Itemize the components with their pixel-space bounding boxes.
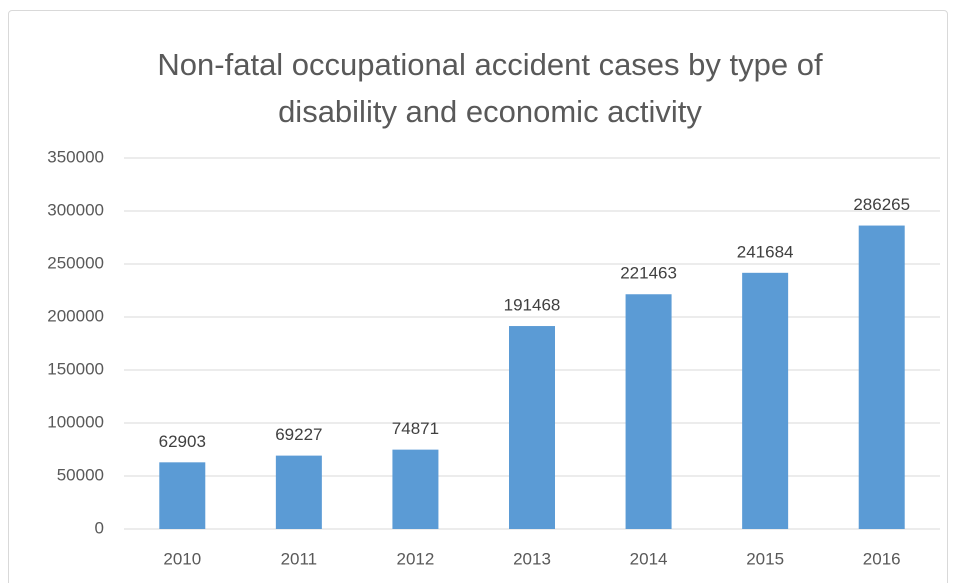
y-tick-label: 50000 xyxy=(57,465,104,484)
x-tick-label: 2015 xyxy=(746,549,784,568)
data-label: 69227 xyxy=(275,425,322,444)
chart-title: Non-fatal occupational accident cases by… xyxy=(157,47,823,129)
y-tick-label: 250000 xyxy=(47,253,104,272)
bar xyxy=(858,225,905,530)
data-label: 191468 xyxy=(504,296,561,315)
bar xyxy=(625,294,672,529)
y-tick-label: 350000 xyxy=(47,147,104,166)
x-tick-label: 2016 xyxy=(863,549,901,568)
y-tick-label: 100000 xyxy=(47,412,104,431)
bar xyxy=(159,462,206,529)
y-tick-label: 0 xyxy=(95,518,104,537)
x-tick-label: 2014 xyxy=(630,549,668,568)
data-label: 74871 xyxy=(392,419,439,438)
x-tick-label: 2010 xyxy=(163,549,201,568)
x-tick-label: 2012 xyxy=(397,549,435,568)
y-tick-label: 300000 xyxy=(47,200,104,219)
y-tick-label: 150000 xyxy=(47,359,104,378)
data-label: 62903 xyxy=(159,432,206,451)
bar xyxy=(509,326,555,529)
x-tick-label: 2011 xyxy=(281,549,318,568)
data-label: 286265 xyxy=(853,195,910,214)
data-label: 241684 xyxy=(737,242,794,261)
bar xyxy=(275,455,322,529)
data-label: 221463 xyxy=(620,264,677,283)
bar xyxy=(392,449,439,529)
x-tick-label: 2013 xyxy=(513,549,551,568)
bar xyxy=(742,272,789,529)
y-tick-label: 200000 xyxy=(47,306,104,325)
chart-border xyxy=(8,10,948,583)
